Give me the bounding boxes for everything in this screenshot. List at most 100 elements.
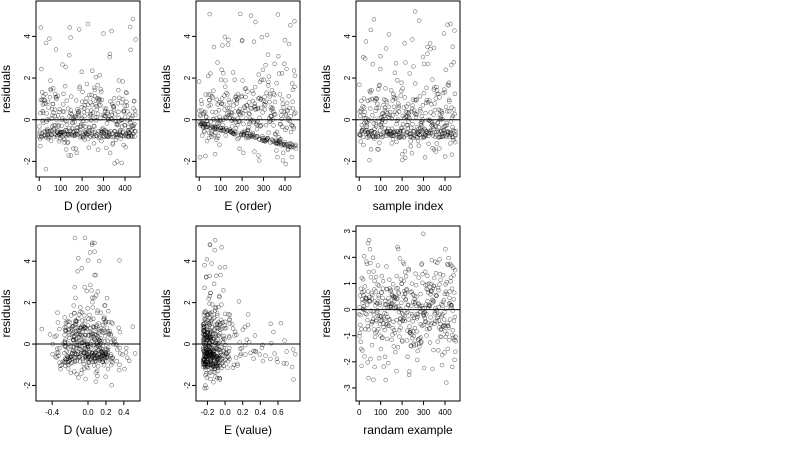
scatter-point <box>409 281 415 286</box>
panel-1: 0 100 200 300 400 -2 0 2 4 D (order) residuals <box>0 0 141 213</box>
scatter-point <box>399 134 404 139</box>
scatter-point <box>366 269 372 275</box>
scatter-point <box>374 329 379 334</box>
scatter-point <box>373 96 378 101</box>
scatter-point <box>290 142 295 148</box>
scatter-point <box>386 104 391 110</box>
scatter-point <box>78 347 84 352</box>
scatter-point <box>286 41 292 47</box>
scatter-point <box>217 118 223 123</box>
scatter-point <box>219 101 224 107</box>
scatter-point <box>82 285 87 290</box>
scatter-point <box>213 359 218 365</box>
scatter-point <box>280 97 285 102</box>
scatter-point <box>101 353 107 358</box>
scatter-point <box>130 113 135 119</box>
scatter-point <box>368 356 373 362</box>
scatter-point <box>69 126 75 131</box>
scatter-point <box>207 273 212 279</box>
scatter-point <box>86 316 91 321</box>
scatter-point <box>408 139 413 144</box>
scatter-point <box>363 56 368 61</box>
scatter-point <box>441 31 447 36</box>
scatter-point <box>107 150 113 156</box>
scatter-point <box>36 134 42 139</box>
scatter-point <box>416 275 421 280</box>
y-tick-label: 4 <box>23 258 32 263</box>
scatter-point <box>371 327 377 332</box>
scatter-point <box>61 91 66 97</box>
y-tick-label: 0 <box>183 341 192 346</box>
scatter-point <box>38 25 43 30</box>
scatter-point <box>91 316 96 321</box>
scatter-point <box>440 352 445 358</box>
scatter-point <box>282 61 287 66</box>
scatter-point <box>88 333 94 339</box>
scatter-point <box>87 250 93 255</box>
scatter-point <box>377 128 383 133</box>
scatter-point <box>251 39 257 44</box>
scatter-point <box>370 61 375 67</box>
scatter-point <box>252 101 257 106</box>
scatter-point <box>206 296 211 301</box>
scatter-point <box>368 27 373 33</box>
scatter-point <box>39 97 45 103</box>
scatter-point <box>55 320 61 325</box>
scatter-point <box>379 120 385 125</box>
scatter-point <box>364 259 369 264</box>
scatter-point <box>82 325 87 330</box>
scatter-point <box>231 116 236 122</box>
scatter-point <box>434 293 439 298</box>
scatter-point <box>206 130 212 136</box>
scatter-point <box>283 162 288 167</box>
scatter-point <box>425 44 430 50</box>
scatter-point <box>82 325 87 331</box>
scatter-point <box>211 44 217 50</box>
scatter-point <box>392 330 398 336</box>
scatter-point <box>116 95 122 101</box>
scatter-point <box>47 131 52 137</box>
scatter-point <box>202 310 207 315</box>
scatter-point <box>204 324 210 329</box>
scatter-point <box>382 113 387 118</box>
scatter-point <box>241 150 246 156</box>
scatter-point <box>375 308 380 313</box>
scatter-point <box>68 344 73 349</box>
scatter-point <box>382 354 388 359</box>
scatter-point <box>412 325 418 331</box>
scatter-point <box>230 326 236 331</box>
scatter-point <box>84 364 89 369</box>
scatter-point <box>222 115 228 120</box>
scatter-point <box>366 135 372 140</box>
scatter-point <box>292 73 298 78</box>
panel-2: 0 100 200 300 400 -2 0 2 4 E (order) residuals <box>159 0 301 213</box>
scatter-point <box>75 111 81 116</box>
scatter-point <box>81 361 87 367</box>
scatter-point <box>259 77 264 83</box>
panel-5: -0.2 0.0 0.2 0.4 0.6 -2 0 2 4 E (value) residuals <box>159 225 301 437</box>
scatter-point <box>440 130 445 136</box>
scatter-point <box>201 338 207 343</box>
scatter-point <box>371 316 376 322</box>
scatter-point <box>102 303 108 308</box>
scatter-point <box>279 116 284 122</box>
scatter-point <box>260 342 265 348</box>
x-tick-label: 300 <box>417 408 431 417</box>
x-tick-label: 0.0 <box>220 408 232 417</box>
scatter-point <box>92 351 98 356</box>
x-tick-label: 200 <box>235 184 249 193</box>
scatter-point <box>451 297 456 302</box>
scatter-point <box>76 256 81 261</box>
scatter-point <box>411 341 416 346</box>
scatter-point <box>223 84 228 89</box>
scatter-point <box>385 336 390 342</box>
panel-3: 0 100 200 300 400 -2 0 2 4 sample index residuals <box>319 0 461 213</box>
scatter-point <box>442 291 447 297</box>
scatter-point <box>93 273 99 278</box>
scatter-point <box>442 310 447 315</box>
scatter-point <box>396 304 401 309</box>
x-tick-label: 400 <box>438 184 452 193</box>
scatter-point <box>411 64 416 69</box>
scatter-point <box>95 364 101 369</box>
scatter-point <box>394 96 399 101</box>
